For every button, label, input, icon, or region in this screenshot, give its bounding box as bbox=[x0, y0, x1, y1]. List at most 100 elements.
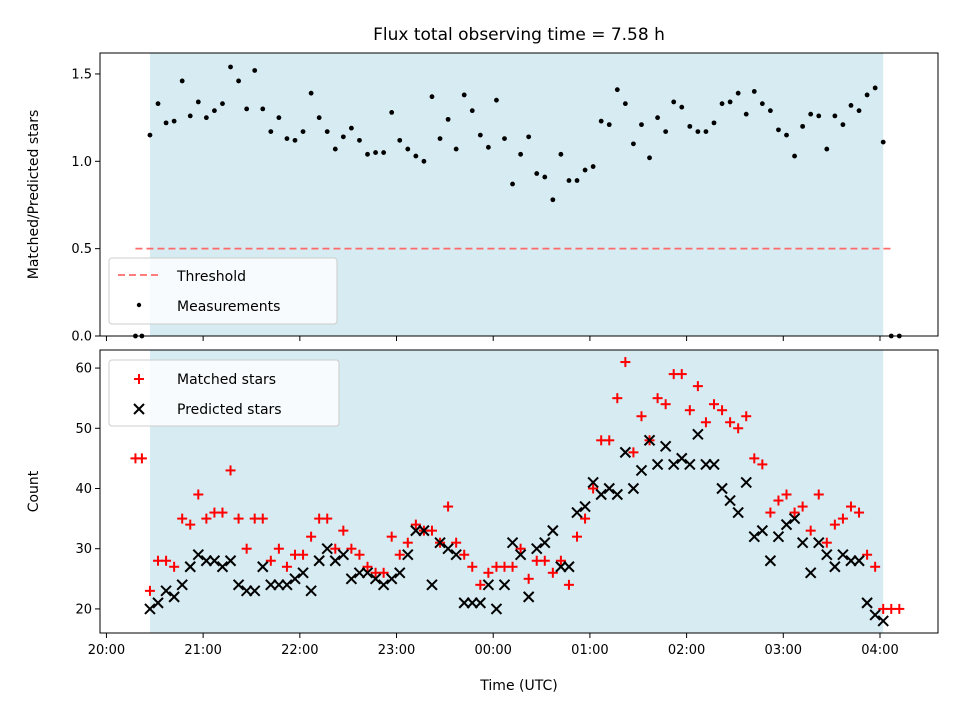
measurement-point bbox=[155, 101, 161, 107]
measurement-point bbox=[518, 151, 524, 157]
predicted-star-point bbox=[168, 591, 180, 603]
predicted-star-point bbox=[506, 536, 519, 549]
measurement-point bbox=[228, 64, 233, 70]
measurement-point bbox=[606, 122, 612, 128]
predicted-star-point bbox=[152, 597, 164, 609]
predicted-star-point bbox=[192, 549, 205, 561]
y-tick-label: 1.5 bbox=[71, 67, 92, 82]
matched-star-point bbox=[676, 369, 687, 380]
predicted-star-point bbox=[692, 428, 704, 441]
matched-star-point bbox=[273, 543, 284, 554]
predicted-star-point bbox=[450, 549, 462, 561]
predicted-star-point bbox=[297, 567, 309, 579]
measurement-point bbox=[171, 118, 177, 124]
matched-star-point bbox=[144, 585, 155, 596]
predicted-star-point bbox=[724, 494, 736, 507]
predicted-star-point bbox=[587, 476, 599, 489]
predicted-star-point bbox=[321, 542, 333, 555]
measurement-point bbox=[687, 123, 693, 129]
matched-star-point bbox=[628, 447, 639, 458]
measurement-point bbox=[840, 122, 846, 128]
measurement-point bbox=[582, 167, 588, 173]
measurement-point bbox=[614, 87, 620, 93]
predicted-star-point bbox=[595, 488, 607, 501]
measurement-point bbox=[477, 132, 483, 138]
x-tick-label: 22:00 bbox=[281, 643, 318, 658]
measurement-point bbox=[453, 146, 459, 152]
predicted-star-point bbox=[402, 549, 414, 561]
measurement-point bbox=[244, 106, 250, 112]
measurement-point bbox=[268, 129, 274, 135]
predicted-star-point bbox=[877, 615, 889, 627]
y-tick-label: 40 bbox=[75, 482, 92, 497]
measurement-point bbox=[429, 94, 435, 100]
matched-star-point bbox=[829, 519, 840, 530]
predicted-star-point bbox=[474, 597, 487, 609]
matched-star-point bbox=[298, 549, 309, 560]
measurement-point bbox=[598, 118, 604, 124]
bottom-panel-frame bbox=[99, 349, 939, 634]
predicted-star-point bbox=[498, 579, 511, 591]
measurement-point bbox=[534, 171, 540, 176]
predicted-star-point bbox=[337, 549, 350, 561]
measurement-point bbox=[252, 68, 258, 73]
bottom-panel: 20 30 40 50 60 20:00 21:00 22:00 23:00 00:00 01:00… bbox=[26, 349, 939, 694]
measurement-point bbox=[735, 90, 741, 96]
measurement-point bbox=[300, 129, 306, 135]
matched-star-point bbox=[330, 543, 341, 554]
x-tick-label: 03:00 bbox=[765, 643, 802, 658]
measurement-point bbox=[469, 108, 475, 114]
predicted-star-point bbox=[853, 555, 865, 567]
measurement-point bbox=[365, 151, 370, 157]
predicted-star-point bbox=[482, 579, 495, 591]
measurement-point bbox=[808, 111, 814, 117]
matched-star-point bbox=[394, 549, 405, 560]
measurement-point bbox=[663, 129, 669, 135]
matched-star-point bbox=[177, 513, 188, 524]
matched-star-point bbox=[717, 405, 728, 416]
matched-star-point bbox=[451, 537, 462, 548]
measurement-point bbox=[679, 104, 685, 110]
matched-star-point bbox=[725, 417, 736, 428]
predicted-star-point bbox=[764, 555, 777, 567]
matched-star-point bbox=[797, 501, 808, 512]
matched-star-point bbox=[217, 507, 228, 518]
matched-star-point bbox=[805, 525, 816, 536]
predicted-star-point bbox=[329, 555, 341, 567]
measurement-point bbox=[647, 155, 652, 161]
matched-star-point bbox=[475, 579, 486, 590]
measurement-point bbox=[308, 90, 314, 96]
matched-star-point bbox=[161, 555, 172, 566]
measurement-point bbox=[203, 115, 209, 121]
measurement-point bbox=[832, 113, 838, 119]
measurement-point bbox=[316, 115, 322, 121]
y-tick-label: 30 bbox=[75, 542, 92, 557]
matched-star-point bbox=[362, 561, 373, 572]
predicted-star-point bbox=[249, 585, 261, 597]
matched-star-point bbox=[684, 405, 695, 416]
predicted-star-point bbox=[813, 536, 825, 549]
predicted-star-point bbox=[643, 434, 656, 447]
measurement-point bbox=[703, 129, 709, 135]
x-tick-label: 23:00 bbox=[378, 643, 415, 658]
matched-star-point bbox=[467, 561, 478, 572]
measurement-point bbox=[284, 136, 290, 141]
measurement-point bbox=[542, 174, 548, 180]
measurement-point bbox=[848, 103, 854, 108]
measurement-point bbox=[526, 134, 532, 140]
matched-star-point bbox=[765, 507, 776, 518]
x-tick-label: 20:00 bbox=[88, 643, 125, 658]
matched-star-point bbox=[507, 561, 518, 572]
predicted-star-point bbox=[788, 512, 801, 525]
measurement-point bbox=[445, 116, 451, 122]
predicted-star-point bbox=[361, 567, 374, 579]
measurement-point bbox=[590, 164, 596, 169]
predicted-star-point bbox=[289, 573, 301, 585]
predicted-star-point bbox=[861, 597, 873, 609]
matched-star-point bbox=[733, 423, 744, 434]
matched-star-point bbox=[241, 543, 252, 554]
predicted-star-point bbox=[804, 567, 817, 579]
matched-star-point bbox=[572, 531, 583, 542]
matched-star-point bbox=[547, 567, 558, 578]
